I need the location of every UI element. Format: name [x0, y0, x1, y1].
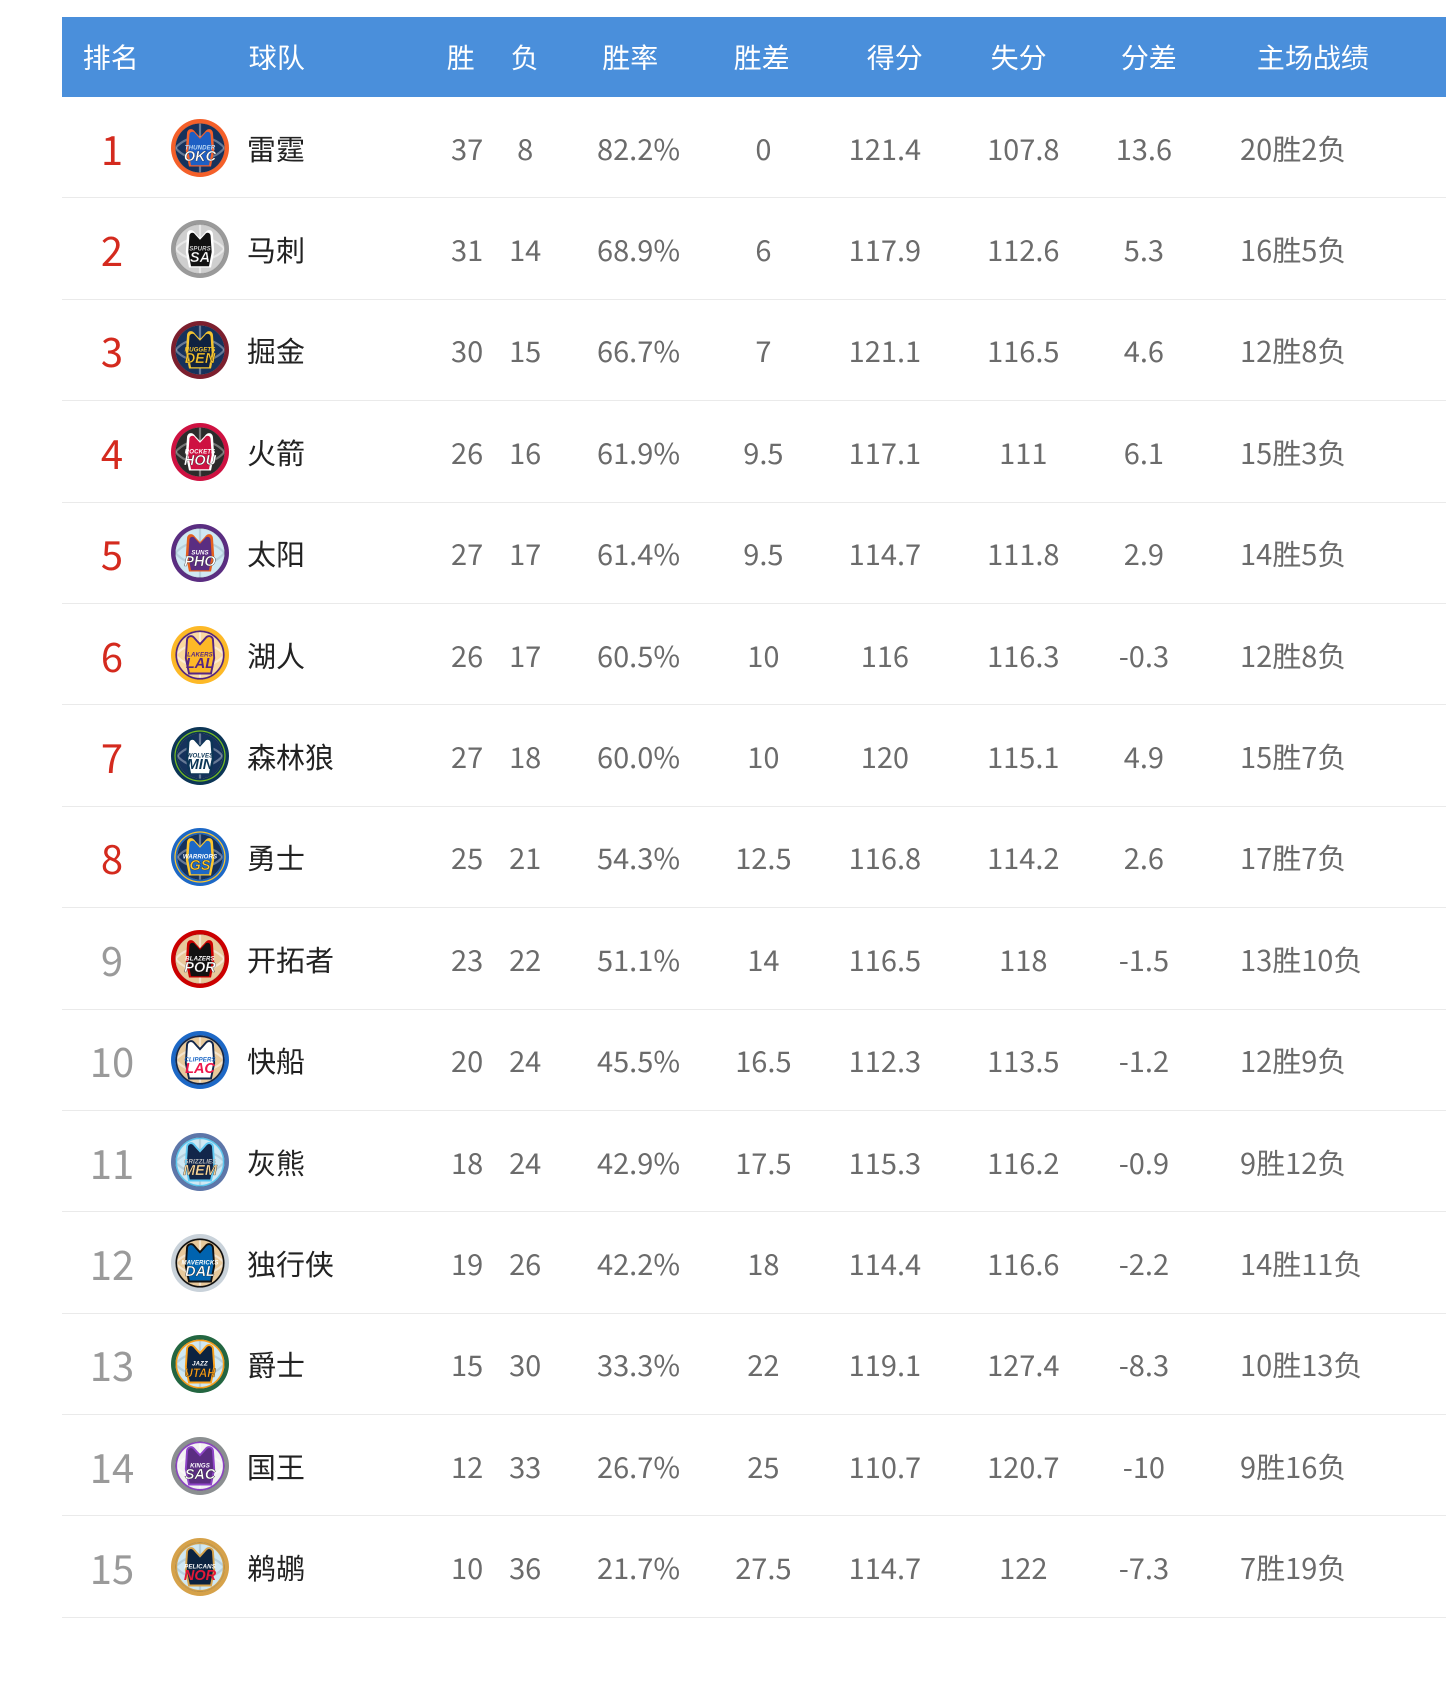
svg-text:LAC: LAC	[185, 1061, 215, 1077]
svg-text:JAZZ: JAZZ	[192, 1361, 208, 1368]
svg-text:UTAH: UTAH	[184, 1369, 216, 1381]
svg-text:HOU: HOU	[184, 453, 217, 469]
svg-text:PHO: PHO	[184, 554, 216, 570]
svg-text:DAL: DAL	[185, 1264, 215, 1280]
svg-text:LAL: LAL	[186, 656, 214, 672]
svg-text:DEN: DEN	[185, 352, 216, 368]
svg-text:GS: GS	[190, 859, 211, 875]
svg-text:SAC: SAC	[185, 1467, 216, 1483]
svg-text:MIN: MIN	[187, 757, 214, 773]
svg-text:MEM: MEM	[183, 1163, 218, 1179]
svg-text:NOR: NOR	[184, 1568, 217, 1584]
svg-text:SA: SA	[190, 250, 210, 266]
svg-text:OKC: OKC	[184, 149, 217, 165]
svg-text:POR: POR	[184, 960, 216, 976]
